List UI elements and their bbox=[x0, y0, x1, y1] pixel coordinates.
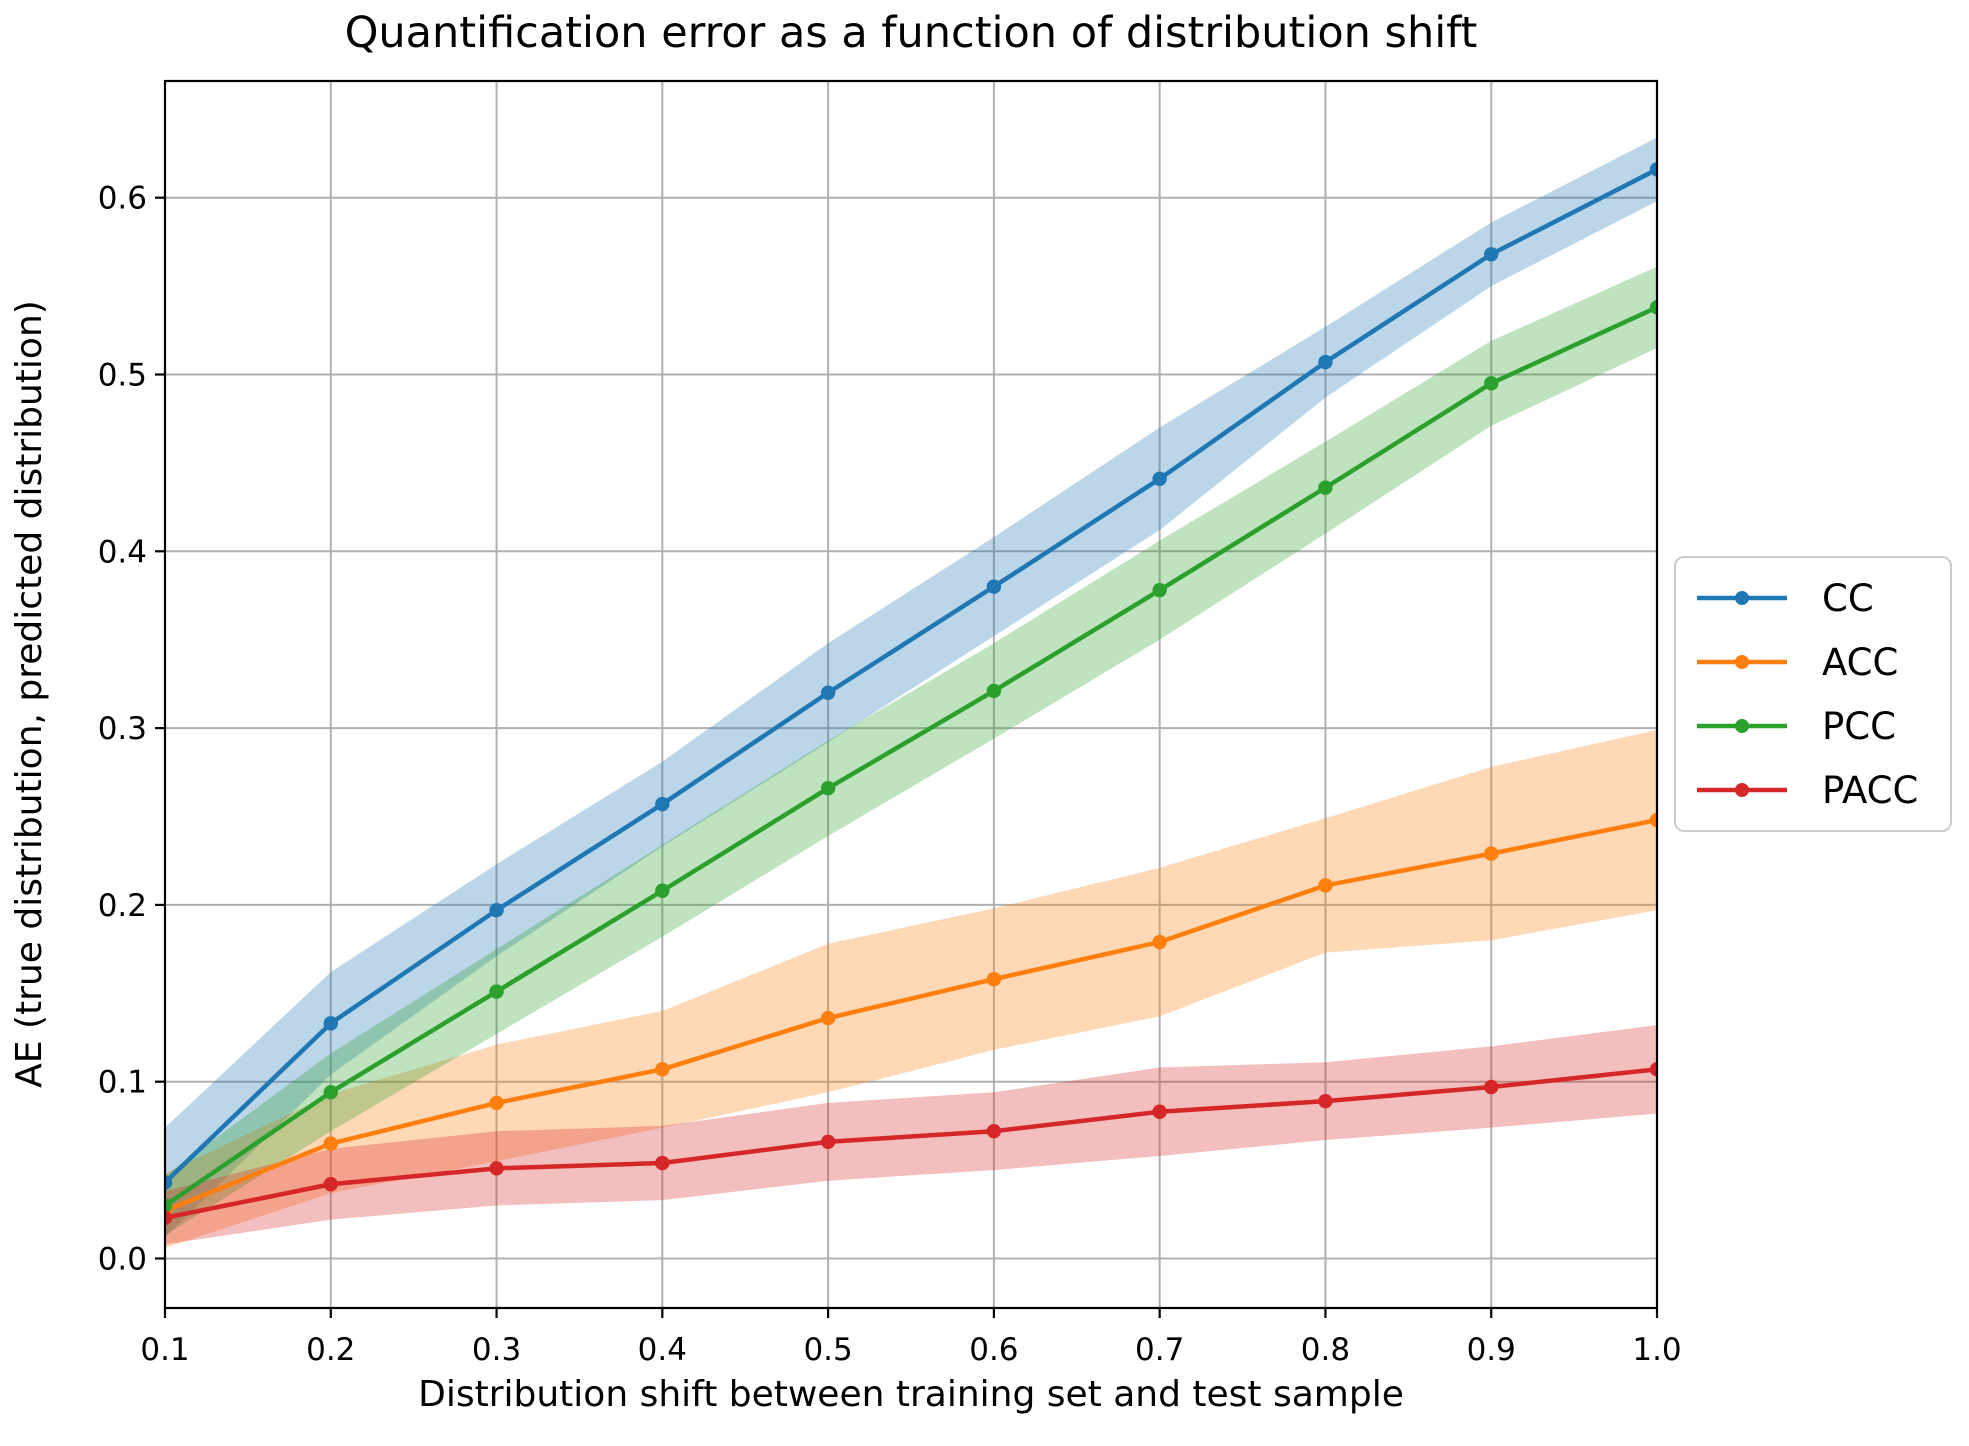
acc-marker bbox=[489, 1095, 504, 1111]
legend-line-sample-icon bbox=[1697, 783, 1787, 797]
data-layer bbox=[165, 137, 1657, 1248]
pcc-marker bbox=[1484, 376, 1499, 391]
acc-line bbox=[165, 817, 1657, 1214]
acc-marker bbox=[986, 971, 1002, 987]
legend-item-label: PACC bbox=[1822, 768, 1919, 812]
y-tick-label: 0.5 bbox=[98, 357, 147, 393]
cc-marker bbox=[820, 685, 836, 700]
pcc-marker bbox=[820, 781, 836, 796]
y-tick-label: 0.4 bbox=[98, 534, 147, 570]
cc-marker bbox=[323, 1016, 338, 1031]
chart-title: Quantification error as a function of di… bbox=[344, 8, 1478, 58]
pacc-marker bbox=[165, 1210, 173, 1226]
pacc-marker bbox=[1649, 1062, 1657, 1077]
y-tick-label: 0.6 bbox=[98, 181, 147, 217]
legend-item-label: CC bbox=[1822, 576, 1874, 620]
acc-confidence-band bbox=[165, 729, 1657, 1248]
pcc-marker bbox=[1318, 480, 1333, 495]
legend-item-cc: CC bbox=[1694, 577, 1950, 620]
pcc-line bbox=[165, 305, 1657, 1208]
pacc-series bbox=[165, 1062, 1657, 1226]
acc-marker bbox=[1318, 878, 1333, 893]
x-tick-label: 0.8 bbox=[1301, 1332, 1350, 1368]
cc-marker bbox=[165, 1175, 173, 1190]
cc-marker bbox=[489, 902, 504, 918]
pacc-marker bbox=[820, 1134, 836, 1150]
x-tick-label: 0.5 bbox=[803, 1332, 852, 1368]
plot-border bbox=[163, 79, 1659, 1310]
legend-item-label: PCC bbox=[1822, 704, 1896, 748]
cc-series bbox=[165, 162, 1657, 1190]
cc-marker bbox=[1152, 471, 1167, 487]
pcc-marker bbox=[323, 1085, 338, 1100]
pcc-marker bbox=[1152, 582, 1167, 598]
acc-marker bbox=[655, 1062, 670, 1077]
cc-marker bbox=[986, 579, 1002, 594]
legend-item-acc: ACC bbox=[1694, 641, 1950, 684]
acc-marker bbox=[323, 1136, 338, 1151]
pacc-marker bbox=[1152, 1104, 1167, 1119]
y-axis-label: AE (true distribution, predicted distrib… bbox=[9, 300, 50, 1088]
cc-line bbox=[165, 167, 1657, 1185]
acc-marker bbox=[1152, 934, 1167, 950]
x-tick-label: 0.7 bbox=[1135, 1332, 1184, 1368]
cc-marker bbox=[1484, 247, 1499, 262]
cc-marker bbox=[1649, 162, 1657, 177]
pacc-marker bbox=[1318, 1093, 1333, 1109]
y-tick-label: 0.3 bbox=[98, 711, 147, 747]
x-tick-label: 0.1 bbox=[140, 1332, 189, 1368]
pacc-marker bbox=[655, 1155, 670, 1171]
pcc-series bbox=[165, 300, 1657, 1213]
pacc-marker bbox=[323, 1177, 338, 1192]
x-tick-label: 0.9 bbox=[1467, 1332, 1516, 1368]
pcc-marker bbox=[655, 883, 670, 898]
legend-item-pacc: PACC bbox=[1694, 769, 1950, 812]
ticks: 0.1 0.2 0.3 0.4 0.5 0.6 0.7 0.8 0.9 1.0 0.0 0.1 0.2 0… bbox=[98, 181, 1682, 1368]
legend-item-label: ACC bbox=[1822, 640, 1899, 684]
pacc-marker bbox=[489, 1161, 504, 1176]
x-axis-label: Distribution shift between training set … bbox=[418, 1374, 1404, 1415]
x-tick-label: 0.2 bbox=[306, 1332, 355, 1368]
x-tick-label: 1.0 bbox=[1632, 1332, 1681, 1368]
legend-item-pcc: PCC bbox=[1694, 705, 1950, 748]
x-tick-label: 0.3 bbox=[472, 1332, 521, 1368]
pcc-marker bbox=[1649, 300, 1657, 315]
acc-marker bbox=[1484, 846, 1499, 861]
cc-confidence-band bbox=[165, 137, 1657, 1238]
legend-line-sample-icon bbox=[1697, 655, 1787, 669]
pcc-confidence-band bbox=[165, 266, 1657, 1236]
pacc-marker bbox=[986, 1123, 1002, 1139]
x-tick-label: 0.4 bbox=[638, 1332, 687, 1368]
pcc-marker bbox=[986, 683, 1002, 699]
pcc-marker bbox=[489, 984, 504, 999]
pcc-marker bbox=[165, 1198, 173, 1213]
y-tick-label: 0.2 bbox=[98, 888, 147, 924]
legend-line-sample-icon bbox=[1697, 591, 1787, 605]
pacc-marker bbox=[1484, 1079, 1499, 1095]
y-tick-label: 0.1 bbox=[98, 1065, 147, 1101]
x-tick-label: 0.6 bbox=[969, 1332, 1018, 1368]
y-tick-label: 0.0 bbox=[98, 1241, 147, 1277]
legend-line-sample-icon bbox=[1697, 719, 1787, 733]
acc-marker bbox=[1649, 812, 1657, 828]
legend: CC ACC PCC PACC bbox=[1674, 556, 1952, 832]
pacc-line bbox=[165, 1067, 1657, 1221]
cc-marker bbox=[655, 796, 670, 812]
cc-marker bbox=[1318, 354, 1333, 370]
acc-marker bbox=[820, 1010, 836, 1026]
